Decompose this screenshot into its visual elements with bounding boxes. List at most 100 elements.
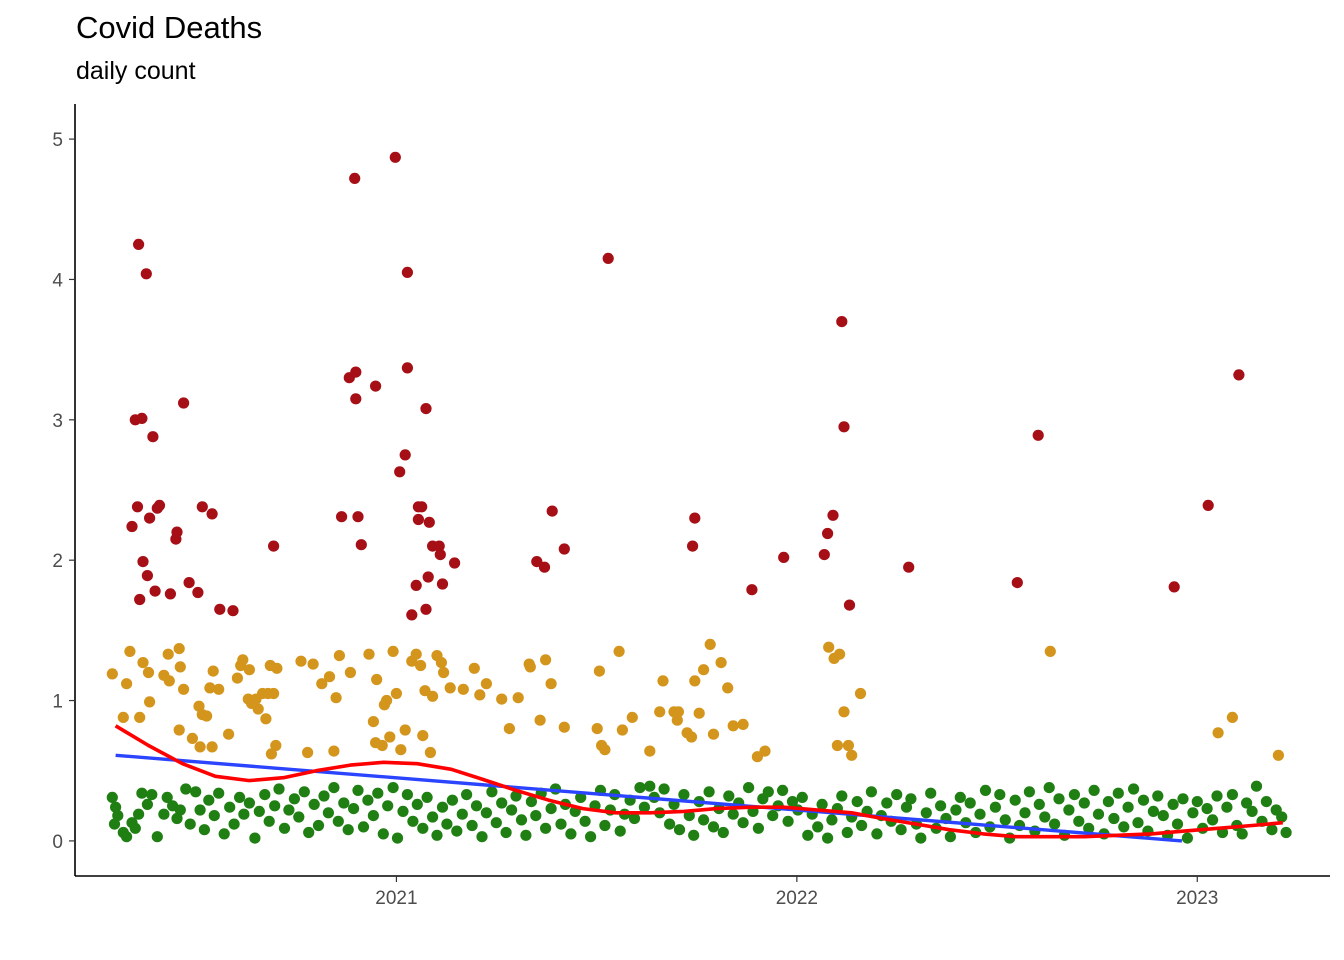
data-point-medium-54 xyxy=(376,739,388,752)
data-point-low-83 xyxy=(500,826,512,839)
data-point-high-14 xyxy=(164,588,176,600)
data-point-low-211 xyxy=(1132,817,1144,829)
data-point-low-136 xyxy=(762,786,774,798)
data-point-low-144 xyxy=(802,829,814,841)
data-point-low-165 xyxy=(905,793,917,805)
data-point-low-62 xyxy=(397,805,409,818)
data-point-low-154 xyxy=(851,796,863,808)
data-point-high-23 xyxy=(227,605,239,617)
data-point-high-38 xyxy=(406,609,418,621)
data-point-medium-97 xyxy=(671,714,683,726)
data-point-medium-98 xyxy=(672,706,685,718)
data-point-low-188 xyxy=(1019,807,1031,819)
data-point-low-84 xyxy=(506,804,518,816)
data-point-low-94 xyxy=(555,818,567,830)
data-point-high-59 xyxy=(746,584,758,596)
data-point-low-48 xyxy=(328,782,340,794)
data-point-low-59 xyxy=(382,800,394,812)
data-point-low-162 xyxy=(891,789,903,801)
data-point-low-63 xyxy=(401,789,413,801)
data-point-low-207 xyxy=(1112,787,1124,799)
data-point-medium-95 xyxy=(657,675,669,687)
data-point-low-33 xyxy=(253,805,265,818)
data-point-medium-77 xyxy=(496,693,508,705)
data-point-low-160 xyxy=(881,797,893,809)
data-point-medium-53 xyxy=(371,673,383,686)
data-point-medium-60 xyxy=(395,744,407,756)
data-point-medium-65 xyxy=(417,730,429,742)
data-point-low-229 xyxy=(1221,801,1233,813)
data-point-high-67 xyxy=(903,561,915,573)
chart-title: Covid Deaths xyxy=(76,10,263,45)
data-point-medium-43 xyxy=(307,658,319,670)
data-point-low-49 xyxy=(332,815,344,827)
data-point-medium-37 xyxy=(265,748,277,760)
data-point-low-39 xyxy=(283,804,295,816)
data-point-low-0 xyxy=(106,791,118,804)
y-tick-label: 0 xyxy=(52,832,63,853)
data-point-medium-4 xyxy=(134,711,146,724)
data-point-low-58 xyxy=(377,828,389,840)
data-point-medium-13 xyxy=(174,661,186,673)
data-point-medium-106 xyxy=(715,657,727,669)
data-point-high-6 xyxy=(137,556,149,568)
data-point-medium-123 xyxy=(1272,749,1284,761)
data-point-low-234 xyxy=(1246,805,1258,818)
data-point-low-20 xyxy=(190,786,202,798)
data-point-medium-14 xyxy=(178,683,190,695)
data-point-high-28 xyxy=(350,393,362,405)
data-point-low-82 xyxy=(496,797,508,809)
data-point-low-201 xyxy=(1083,822,1095,834)
x-tick-label: 2023 xyxy=(1176,888,1218,909)
axes-layer xyxy=(74,104,1330,877)
data-point-low-12 xyxy=(151,831,163,843)
data-point-high-8 xyxy=(141,570,153,582)
y-tick-label: 1 xyxy=(52,692,63,713)
x-tick-label: 2022 xyxy=(776,888,818,909)
data-point-low-180 xyxy=(979,784,992,797)
data-point-low-121 xyxy=(688,829,700,841)
data-point-low-197 xyxy=(1063,804,1075,816)
data-point-low-241 xyxy=(1280,826,1292,839)
data-point-high-65 xyxy=(838,421,850,433)
data-point-medium-57 xyxy=(384,731,396,743)
data-point-low-43 xyxy=(303,826,315,839)
data-point-low-85 xyxy=(510,790,522,802)
data-point-low-70 xyxy=(436,801,449,813)
data-point-high-37 xyxy=(401,362,413,374)
data-point-low-123 xyxy=(698,814,710,826)
data-point-low-221 xyxy=(1181,832,1193,844)
data-point-low-147 xyxy=(816,798,828,811)
data-point-low-192 xyxy=(1039,811,1051,823)
y-tick-label: 3 xyxy=(52,411,63,432)
data-point-low-106 xyxy=(614,825,626,837)
data-point-low-209 xyxy=(1122,801,1134,813)
data-point-medium-21 xyxy=(206,741,218,753)
data-point-low-110 xyxy=(634,782,646,794)
data-point-low-14 xyxy=(161,791,173,804)
data-point-medium-93 xyxy=(644,745,656,757)
data-point-low-44 xyxy=(308,798,320,811)
data-point-low-237 xyxy=(1260,796,1272,808)
data-point-high-10 xyxy=(147,431,159,443)
data-point-high-22 xyxy=(214,603,226,615)
data-point-medium-49 xyxy=(344,666,356,679)
data-point-low-200 xyxy=(1078,797,1090,809)
data-point-medium-102 xyxy=(693,707,705,719)
data-point-low-184 xyxy=(999,814,1011,826)
data-point-low-157 xyxy=(865,786,878,798)
data-point-medium-70 xyxy=(435,657,447,669)
data-point-high-24 xyxy=(268,540,280,552)
y-tick-label: 4 xyxy=(52,270,63,291)
data-point-low-167 xyxy=(915,832,927,844)
data-point-medium-103 xyxy=(698,664,710,676)
data-point-low-99 xyxy=(579,815,591,827)
data-point-low-125 xyxy=(707,821,720,833)
data-point-low-118 xyxy=(673,824,686,836)
data-point-low-52 xyxy=(348,803,360,815)
data-point-low-227 xyxy=(1211,790,1223,802)
data-point-low-18 xyxy=(180,783,192,795)
data-point-high-3 xyxy=(133,238,145,250)
data-point-low-30 xyxy=(238,808,250,820)
data-point-low-67 xyxy=(421,791,433,804)
